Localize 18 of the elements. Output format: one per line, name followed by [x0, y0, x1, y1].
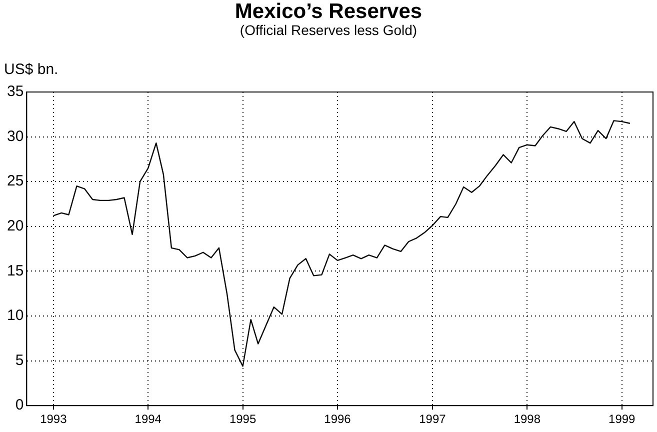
y-tick-label: 10 [6, 307, 24, 324]
y-tick-label: 15 [6, 262, 24, 280]
y-tick-label: 20 [6, 218, 24, 235]
x-tick-label: 1999 [608, 412, 636, 426]
y-tick-label: 5 [15, 352, 24, 369]
y-tick-label: 25 [6, 172, 24, 190]
y-tick-label: 0 [15, 396, 24, 414]
y-axis-title: US$ bn. [4, 61, 58, 78]
x-tick-label: 1995 [229, 412, 256, 426]
x-tick-label: 1997 [419, 412, 446, 426]
chart-subtitle: (Official Reserves less Gold) [238, 22, 418, 38]
x-tick-label: 1996 [324, 412, 352, 426]
chart-title: Mexico’s Reserves [234, 0, 424, 24]
y-tick-label: 30 [6, 128, 24, 145]
x-tick-label: 1993 [40, 412, 68, 426]
x-tick-label: 1994 [134, 412, 162, 426]
x-tick-label: 1998 [514, 412, 541, 426]
y-tick-label: 35 [6, 83, 24, 100]
